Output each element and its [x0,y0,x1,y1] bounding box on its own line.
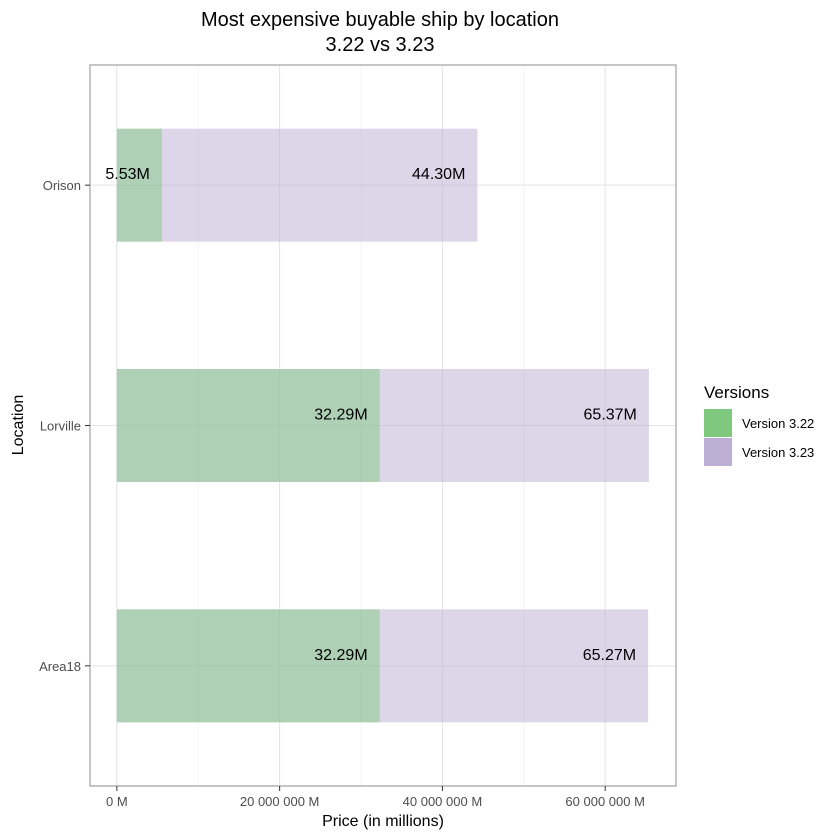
x-axis-title: Price (in millions) [322,813,444,830]
y-tick-label: Lorville [40,419,81,434]
legend-title: Versions [704,383,769,402]
x-tick-label: 40 000 000 M [403,794,483,809]
y-tick-label: Area18 [39,659,81,674]
y-axis: Orison Lorville Area18 [39,178,90,674]
x-tick-label: 0 M [106,794,128,809]
legend-swatch [704,438,732,466]
legend-swatch [704,409,732,437]
data-label: 5.53M [105,166,149,183]
bar-version-3-22 [116,369,380,482]
legend: Versions Version 3.22 Version 3.23 [704,383,814,466]
bar-version-3-22 [116,609,380,723]
chart-title: Most expensive buyable ship by location [201,9,559,31]
x-tick-label: 20 000 000 M [240,794,320,809]
x-axis: 0 M 20 000 000 M 40 000 000 M 60 000 000 M [106,786,645,809]
data-label: 65.37M [584,407,637,424]
legend-label: Version 3.23 [742,445,814,460]
data-label: 32.29M [314,647,367,664]
chart-subtitle: 3.22 vs 3.23 [326,34,435,56]
y-axis-title: Location [10,395,27,456]
bar-version-3-23 [116,128,478,242]
data-label: 44.30M [412,166,465,183]
data-labels: 44.30M 65.37M 65.27M 5.53M 32.29M 32.29M [105,166,636,664]
bar-version-3-22 [116,128,162,242]
data-label: 65.27M [583,647,636,664]
legend-label: Version 3.22 [742,416,814,431]
bars [116,128,649,723]
data-label: 32.29M [314,407,367,424]
y-tick-label: Orison [43,178,81,193]
plot-area: 44.30M 65.37M 65.27M 5.53M 32.29M 32.29M [89,64,677,787]
x-tick-label: 60 000 000 M [565,794,645,809]
